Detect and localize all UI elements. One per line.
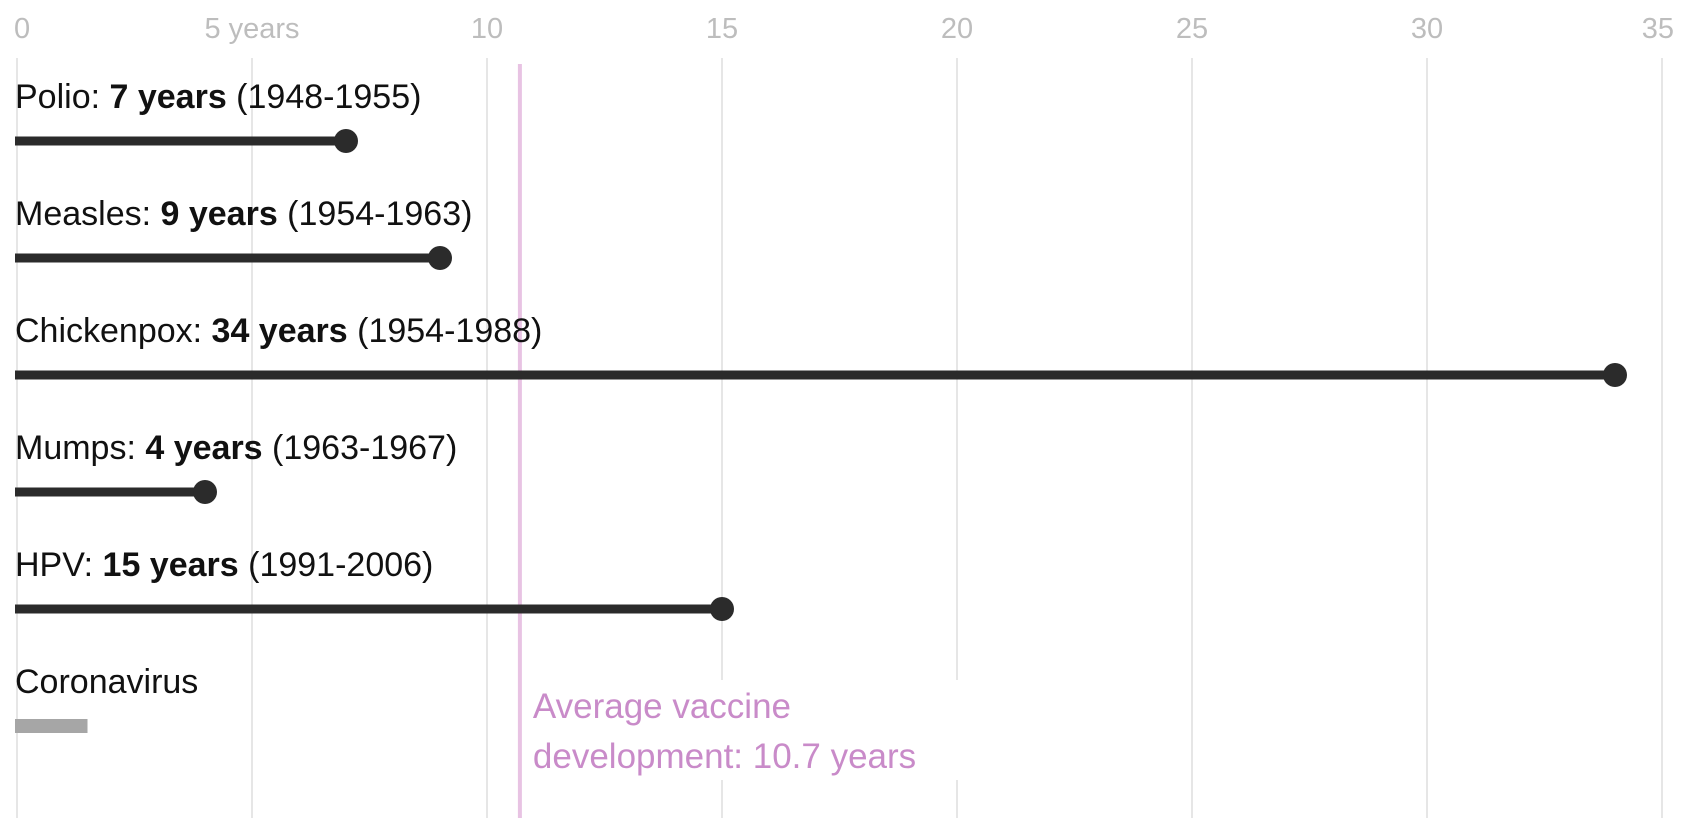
bar-polio [15,136,346,146]
x-tick-label-15: 15 [706,13,738,45]
bar-label-coronavirus: Coronavirus [15,663,198,701]
bar-label-polio: Polio: 7 years (1948-1955) [15,78,421,116]
bar-row-mumps: Mumps: 4 years (1963-1967) [15,429,457,504]
bar-end-dot-mumps [193,480,217,504]
bar-chickenpox [15,370,1615,380]
bar-label-mumps: Mumps: 4 years (1963-1967) [15,429,457,467]
bar-row-coronavirus: Coronavirus [15,663,198,733]
bar-row-chickenpox: Chickenpox: 34 years (1954-1988) [15,312,1627,387]
x-axis-tick-labels: 0 5 years 10 15 20 25 30 35 [14,13,1674,45]
bar-coronavirus-in-progress [15,719,88,733]
average-label-line-2: development: 10.7 years [533,737,916,776]
average-label-line-1: Average vaccine [533,687,791,726]
bar-label-hpv: HPV: 15 years (1991-2006) [15,546,433,584]
bar-measles [15,253,440,263]
bar-row-hpv: HPV: 15 years (1991-2006) [15,546,734,621]
bar-end-dot-measles [428,246,452,270]
bar-row-measles: Measles: 9 years (1954-1963) [15,195,472,270]
x-tick-label-35: 35 [1642,13,1674,45]
x-tick-label-0: 0 [14,13,30,45]
bar-end-dot-polio [334,129,358,153]
average-reference: Average vaccine development: 10.7 years [517,64,1006,818]
bar-label-chickenpox: Chickenpox: 34 years (1954-1988) [15,312,542,350]
bar-label-measles: Measles: 9 years (1954-1963) [15,195,472,233]
bar-end-dot-hpv [710,597,734,621]
bar-row-polio: Polio: 7 years (1948-1955) [15,78,421,153]
x-tick-label-20: 20 [941,13,973,45]
bar-mumps [15,487,205,497]
average-label-background [525,680,1006,780]
x-tick-label-5: 5 years [204,13,299,45]
bars: Polio: 7 years (1948-1955) Measles: 9 yea… [15,78,1627,733]
x-tick-label-25: 25 [1176,13,1208,45]
x-tick-label-10: 10 [471,13,503,45]
bar-end-dot-chickenpox [1603,363,1627,387]
grid-lines [16,58,1663,818]
x-tick-label-30: 30 [1411,13,1443,45]
bar-hpv [15,604,722,614]
